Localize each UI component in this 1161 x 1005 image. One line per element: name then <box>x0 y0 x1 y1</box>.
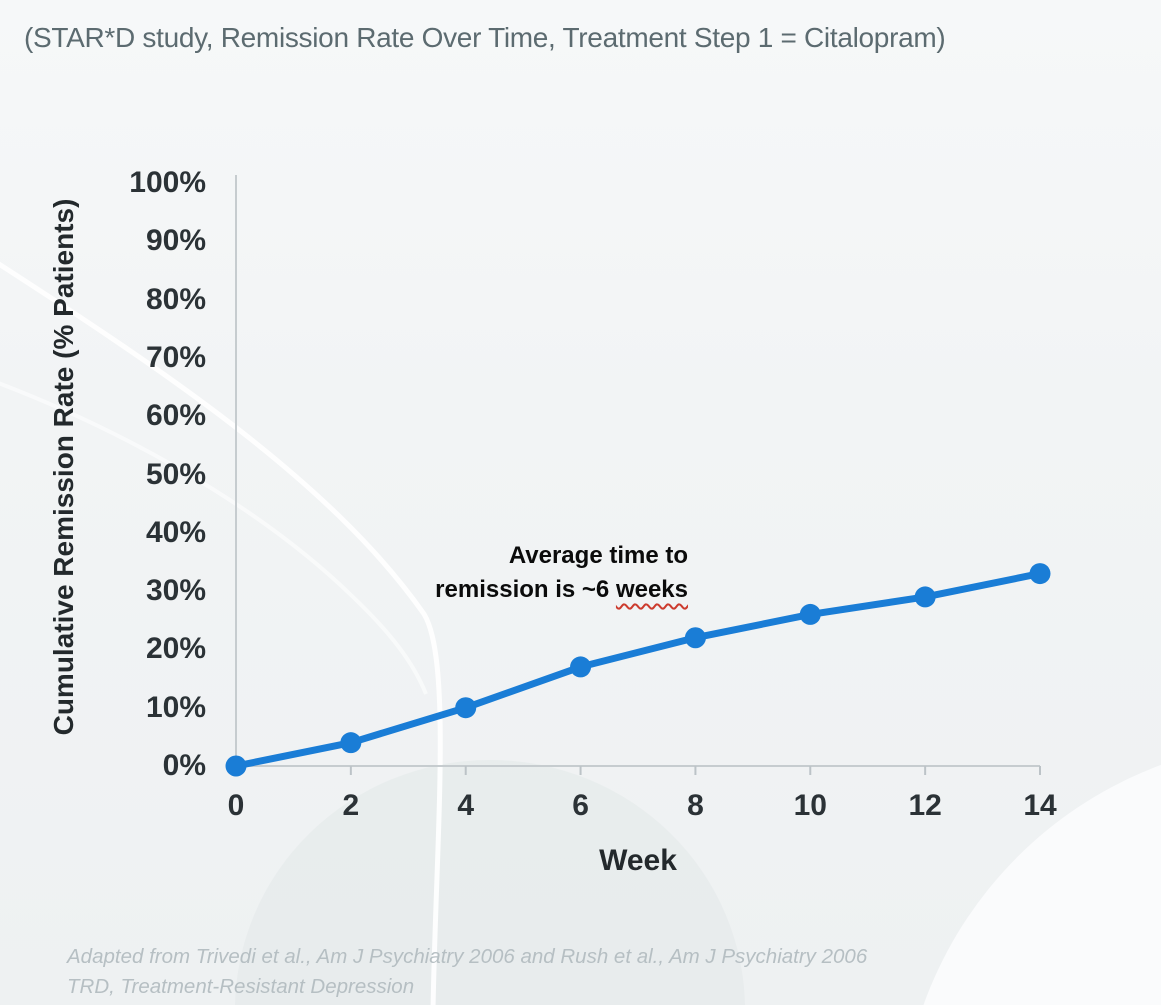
data-point-week-12 <box>914 586 936 608</box>
data-point-week-2 <box>340 732 362 754</box>
data-point-week-6 <box>570 656 592 678</box>
x-tick-label-10: 10 <box>793 789 827 822</box>
y-tick-label-60: 60% <box>145 399 206 433</box>
x-tick-label-8: 8 <box>687 789 704 822</box>
annotation-text: Average time to remission is ~6 weeks <box>376 539 688 607</box>
data-point-week-0 <box>225 755 247 777</box>
y-tick-label-0: 0% <box>162 749 206 782</box>
footer-abbreviation-line: TRD, Treatment-Resistant Depression <box>67 975 415 998</box>
y-tick-label-50: 50% <box>145 457 206 491</box>
y-tick-label-10: 10% <box>145 690 206 724</box>
data-point-week-8 <box>684 627 706 649</box>
data-point-week-10 <box>799 603 821 625</box>
y-tick-label-30: 30% <box>145 574 206 608</box>
annotation-misspelled-word: weeks <box>615 576 688 603</box>
remission-series-line <box>232 570 1044 770</box>
y-tick-label-100: 100% <box>129 166 206 199</box>
data-point-week-14 <box>1029 563 1051 585</box>
slide-title: (STAR*D study, Remission Rate Over Time,… <box>24 22 946 53</box>
annotation-line1: Average time to <box>508 542 688 569</box>
footer-source-line: Adapted from Trivedi et al., Am J Psychi… <box>67 945 868 968</box>
axis-lines <box>235 175 1040 767</box>
x-tick-label-6: 6 <box>572 789 589 822</box>
x-tick-label-14: 14 <box>1023 789 1057 822</box>
x-tick-label-4: 4 <box>457 789 475 822</box>
y-axis-title: Cumulative Remission Rate (% Patients) <box>48 198 79 736</box>
x-tick-label-2: 2 <box>342 789 360 822</box>
y-tick-label-40: 40% <box>145 515 206 549</box>
data-point-week-4 <box>455 697 477 719</box>
y-tick-label-80: 80% <box>145 282 206 316</box>
y-tick-label-20: 20% <box>145 632 206 666</box>
x-tick-label-0: 0 <box>227 789 245 822</box>
annotation-line2-prefix: remission is ~6 <box>435 576 616 603</box>
y-tick-label-70: 70% <box>145 340 206 374</box>
footer-note: Adapted from Trivedi et al., Am J Psychi… <box>67 942 867 1002</box>
x-axis-title: Week <box>599 844 677 877</box>
x-tick-label-12: 12 <box>908 789 942 822</box>
y-tick-label-90: 90% <box>145 224 206 258</box>
